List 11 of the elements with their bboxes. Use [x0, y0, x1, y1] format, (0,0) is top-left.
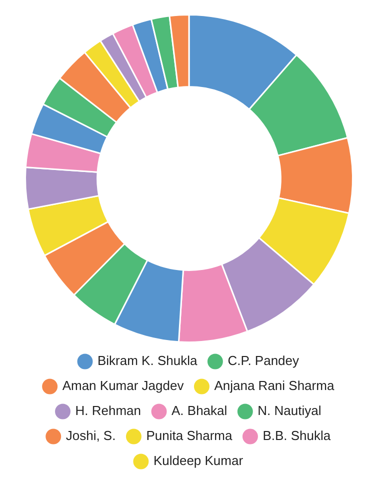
legend-label: Punita Sharma [146, 428, 233, 444]
legend-label: N. Nautiyal [258, 403, 322, 418]
legend-label: Kuldeep Kumar [153, 453, 244, 468]
legend-label: Anjana Rani Sharma [214, 378, 335, 394]
legend-label: B.B. Shukla [262, 428, 332, 444]
legend-label: Aman Kumar Jagdev [62, 378, 184, 394]
legend-label: Joshi, S. [66, 428, 116, 444]
legend-label: A. Bhakal [172, 403, 228, 418]
legend-label: Bikram K. Shukla [97, 353, 198, 368]
legend-label: C.P. Pandey [228, 353, 300, 368]
legend-label: H. Rehman [75, 403, 142, 418]
